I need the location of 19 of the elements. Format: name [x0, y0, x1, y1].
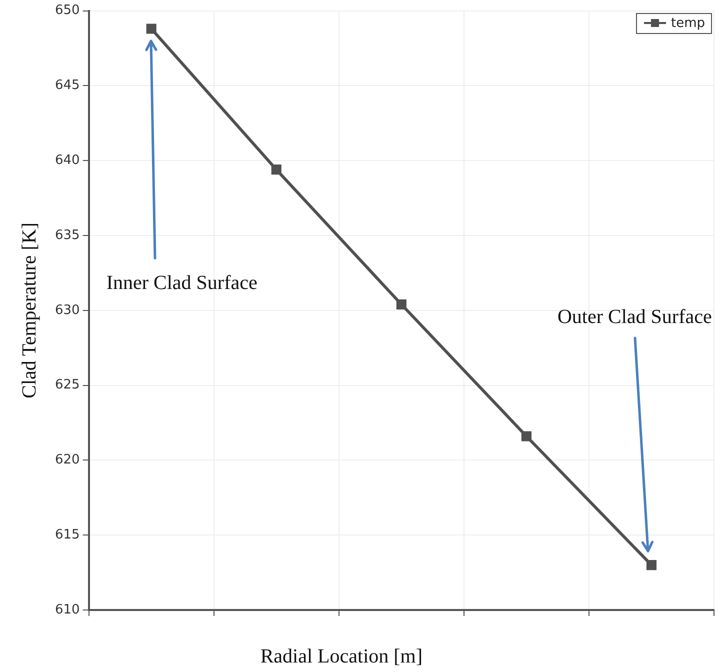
annotation: Outer Clad Surface: [557, 306, 712, 329]
y-axis-title: Clad Temperature [K]: [18, 222, 40, 398]
annotation: Inner Clad Surface: [106, 272, 258, 295]
x-axis-title: Radial Location [m]: [260, 645, 422, 668]
point: [271, 164, 282, 175]
point: [146, 24, 156, 34]
y-tick-label: 620: [54, 452, 80, 468]
point: [521, 431, 532, 442]
y-tick-label: 610: [54, 602, 80, 618]
point: [396, 299, 406, 310]
point: [646, 560, 657, 570]
y-tick-label: 630: [54, 302, 80, 318]
y-tick-label: 645: [54, 78, 80, 94]
y-tick-label: 625: [54, 378, 80, 393]
legend-label: temp: [671, 16, 706, 31]
y-tick-label: 615: [54, 527, 80, 542]
y-tick-label: 635: [54, 228, 80, 243]
y-tick-label: 650: [54, 3, 80, 18]
y-tick-label: 640: [54, 152, 80, 168]
